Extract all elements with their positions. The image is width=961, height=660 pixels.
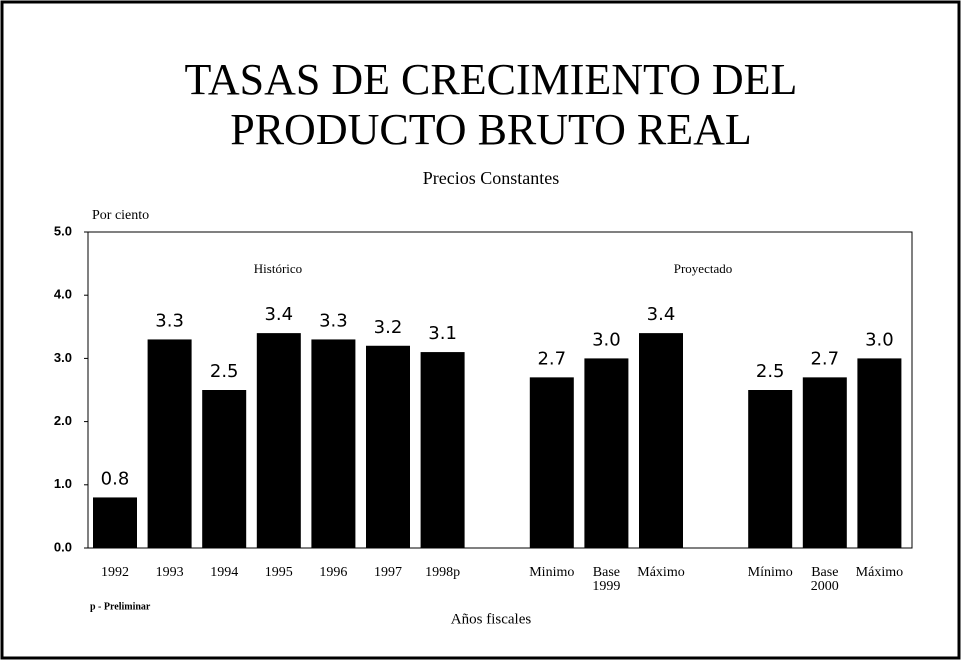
section-label: Histórico xyxy=(254,261,302,276)
value-label: 3.3 xyxy=(319,310,348,331)
x-tick-label: 1993 xyxy=(156,565,184,580)
y-tick-label: 5.0 xyxy=(54,223,72,238)
bar xyxy=(857,358,902,548)
chart-title: PRODUCTO BRUTO REAL xyxy=(230,105,752,154)
x-tick-label: Minimo xyxy=(529,565,574,580)
bar xyxy=(420,352,465,548)
value-label: 2.5 xyxy=(210,361,239,382)
x-tick-label: Base xyxy=(811,565,838,580)
section-label: Proyectado xyxy=(674,261,732,276)
value-label: 3.4 xyxy=(264,304,293,325)
value-label: 2.5 xyxy=(756,361,785,382)
value-label: 3.0 xyxy=(592,329,621,350)
bar xyxy=(366,345,410,548)
bar xyxy=(529,377,574,548)
x-tick-label: 1998p xyxy=(425,565,460,580)
x-tick-label: 1997 xyxy=(374,565,402,580)
bar xyxy=(147,339,192,548)
y-tick-label: 1.0 xyxy=(54,476,72,491)
value-label: 3.1 xyxy=(428,323,457,344)
x-tick-label: Mínimo xyxy=(748,565,793,580)
bar xyxy=(311,339,356,548)
note: p - Preliminar xyxy=(90,601,151,612)
bar xyxy=(202,390,247,548)
y-tick-label: 0.0 xyxy=(54,539,72,554)
y-tick-label: 2.0 xyxy=(54,413,72,428)
bar xyxy=(584,358,629,548)
plot-frame xyxy=(87,231,913,549)
x-tick-label: Base xyxy=(593,565,620,580)
bar xyxy=(639,333,683,548)
value-label: 3.2 xyxy=(374,317,403,338)
value-label: 3.3 xyxy=(155,310,184,331)
y-axis-label: Por ciento xyxy=(92,208,149,223)
x-tick-label: 1994 xyxy=(210,565,238,580)
value-label: 2.7 xyxy=(810,348,839,369)
y-tick-label: 3.0 xyxy=(54,350,72,365)
chart-subtitle: Precios Constantes xyxy=(423,168,560,188)
x-tick-label: 1992 xyxy=(101,565,129,580)
x-tick-label: 1995 xyxy=(265,565,293,580)
value-label: 0.8 xyxy=(101,468,130,489)
value-label: 3.4 xyxy=(647,304,676,325)
x-tick-sublabel: 2000 xyxy=(811,579,839,594)
x-tick-label: Máximo xyxy=(637,565,684,580)
x-tick-sublabel: 1999 xyxy=(592,579,620,594)
x-tick-label: Máximo xyxy=(856,565,903,580)
bar xyxy=(748,390,793,548)
bar xyxy=(802,377,847,548)
y-tick-label: 4.0 xyxy=(54,287,72,302)
x-tick-label: 1996 xyxy=(319,565,347,580)
value-label: 3.0 xyxy=(865,329,894,350)
chart-title: TASAS DE CRECIMIENTO DEL xyxy=(185,55,798,104)
value-label: 2.7 xyxy=(537,348,566,369)
x-axis-label: Años fiscales xyxy=(451,611,532,627)
bar xyxy=(256,333,301,548)
bar xyxy=(93,497,137,548)
